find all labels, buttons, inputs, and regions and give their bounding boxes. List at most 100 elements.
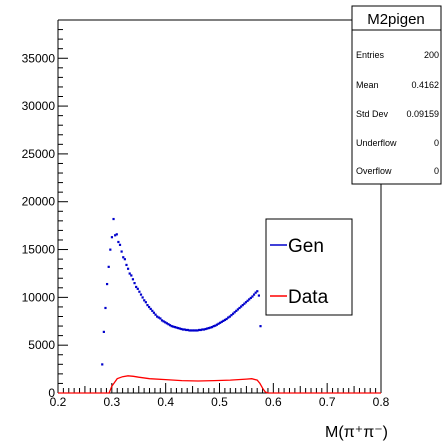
- gen-bin-marker: [144, 301, 147, 304]
- gen-bin-marker: [204, 327, 207, 331]
- y-tick-label: 25000: [22, 147, 56, 161]
- gen-bin-marker: [159, 317, 162, 320]
- gen-bin-marker: [125, 263, 128, 267]
- gen-bin-marker: [170, 325, 173, 328]
- gen-bin-marker: [151, 309, 154, 312]
- gen-bin-marker: [107, 265, 110, 268]
- gen-bin-marker: [238, 306, 241, 310]
- gen-bin-marker: [206, 327, 209, 330]
- stats-value-underflow: 0: [434, 138, 439, 148]
- gen-bin-marker: [175, 326, 178, 329]
- y-tick-label: 0: [48, 386, 55, 400]
- gen-bin-marker: [172, 325, 175, 328]
- gen-bin-marker: [201, 328, 204, 331]
- gen-bin-marker: [233, 311, 236, 314]
- x-axis: 0.2 0.3 0.4 0.5 0.6 0.7 0.8: [50, 383, 390, 409]
- legend: Gen Data: [265, 218, 353, 316]
- gen-bin-marker: [110, 236, 114, 239]
- data-series-line: [58, 375, 381, 394]
- stats-value-stddev: 0.09159: [406, 109, 439, 119]
- y-tick-label: 10000: [22, 290, 56, 304]
- gen-bin-marker: [235, 309, 238, 312]
- gen-bin-marker: [141, 296, 144, 299]
- y-tick-label: 20000: [22, 195, 56, 209]
- gen-bin-marker: [236, 308, 240, 311]
- gen-bin-marker: [202, 328, 206, 331]
- y-tick-label: 15000: [22, 243, 56, 257]
- gen-bin-marker: [138, 290, 141, 293]
- gen-bin-marker: [227, 316, 230, 319]
- y-tick-label: 5000: [28, 338, 55, 352]
- gen-bin-marker: [193, 329, 196, 332]
- gen-bin-marker: [130, 274, 133, 277]
- stats-label-overflow: Overflow: [356, 166, 392, 176]
- stats-value-entries: 200: [424, 50, 439, 60]
- gen-bin-marker: [131, 278, 135, 281]
- stats-box-title: M2pigen: [367, 11, 425, 28]
- y-tick-label: 30000: [22, 99, 56, 113]
- gen-bin-marker: [146, 304, 149, 307]
- gen-bin-marker: [147, 305, 151, 309]
- x-tick-label: 0.5: [211, 395, 228, 409]
- gen-bin-marker: [196, 329, 199, 332]
- gen-bin-marker: [143, 299, 146, 302]
- gen-bin-marker: [251, 295, 254, 298]
- gen-bin-marker: [157, 316, 160, 319]
- gen-bin-marker: [117, 240, 120, 244]
- gen-bin-marker: [241, 304, 244, 307]
- x-axis-title: M(π⁺π⁻): [325, 424, 388, 441]
- gen-bin-marker: [257, 294, 260, 297]
- gen-bin-marker: [149, 307, 152, 311]
- gen-bin-marker: [254, 291, 257, 294]
- gen-bin-marker: [136, 287, 139, 290]
- gen-bin-marker: [180, 327, 183, 331]
- gen-bin-marker: [210, 326, 214, 329]
- y-axis: 0 5000 10000 15000 20000 25000 30000 35000: [22, 19, 68, 400]
- gen-bin-marker: [114, 234, 117, 237]
- gen-bin-marker: [220, 320, 223, 323]
- gen-bin-marker: [126, 267, 130, 270]
- x-tick-label: 0.8: [373, 395, 390, 409]
- gen-bin-marker: [168, 324, 172, 327]
- x-tick-label: 0.3: [103, 395, 120, 409]
- gen-bin-marker: [152, 311, 156, 314]
- gen-bin-marker: [217, 322, 220, 325]
- y-tick-label: 35000: [22, 51, 56, 65]
- gen-bin-marker: [135, 285, 138, 289]
- gen-bin-marker: [133, 282, 136, 285]
- gen-bin-marker: [240, 305, 243, 308]
- gen-bin-marker: [214, 324, 217, 327]
- gen-bin-marker: [154, 313, 157, 316]
- x-tick-label: 0.2: [50, 395, 67, 409]
- stats-label-mean: Mean: [356, 80, 379, 90]
- gen-bin-marker: [215, 323, 219, 326]
- gen-bin-marker: [139, 293, 143, 296]
- gen-bin-marker: [209, 326, 212, 329]
- gen-bin-marker: [199, 328, 202, 332]
- gen-bin-marker: [225, 317, 228, 321]
- gen-bin-marker: [246, 299, 249, 302]
- gen-bin-marker: [228, 315, 231, 318]
- gen-bin-marker: [183, 328, 186, 331]
- gen-bin-marker: [178, 327, 181, 330]
- stats-box-frame: [351, 5, 442, 185]
- gen-bin-marker: [123, 258, 126, 261]
- gen-bin-marker: [128, 272, 131, 275]
- gen-bin-marker: [173, 326, 177, 329]
- gen-bin-marker: [160, 319, 164, 322]
- gen-bin-marker: [162, 320, 165, 323]
- gen-bin-marker: [243, 302, 246, 305]
- gen-bin-marker: [181, 328, 185, 331]
- stats-value-overflow: 0: [434, 166, 439, 176]
- legend-label-gen: Gen: [288, 236, 324, 257]
- gen-bin-marker: [165, 322, 168, 325]
- gen-bin-marker: [122, 256, 125, 259]
- gen-bin-marker: [120, 250, 123, 253]
- stats-label-stddev: Std Dev: [356, 109, 389, 119]
- gen-bin-marker: [156, 315, 159, 318]
- stats-box: M2pigen Entries 200 Mean 0.4162 Std Dev …: [351, 5, 442, 185]
- gen-bin-marker: [102, 330, 105, 333]
- series-gen: [101, 217, 262, 366]
- gen-bin-marker: [259, 325, 262, 328]
